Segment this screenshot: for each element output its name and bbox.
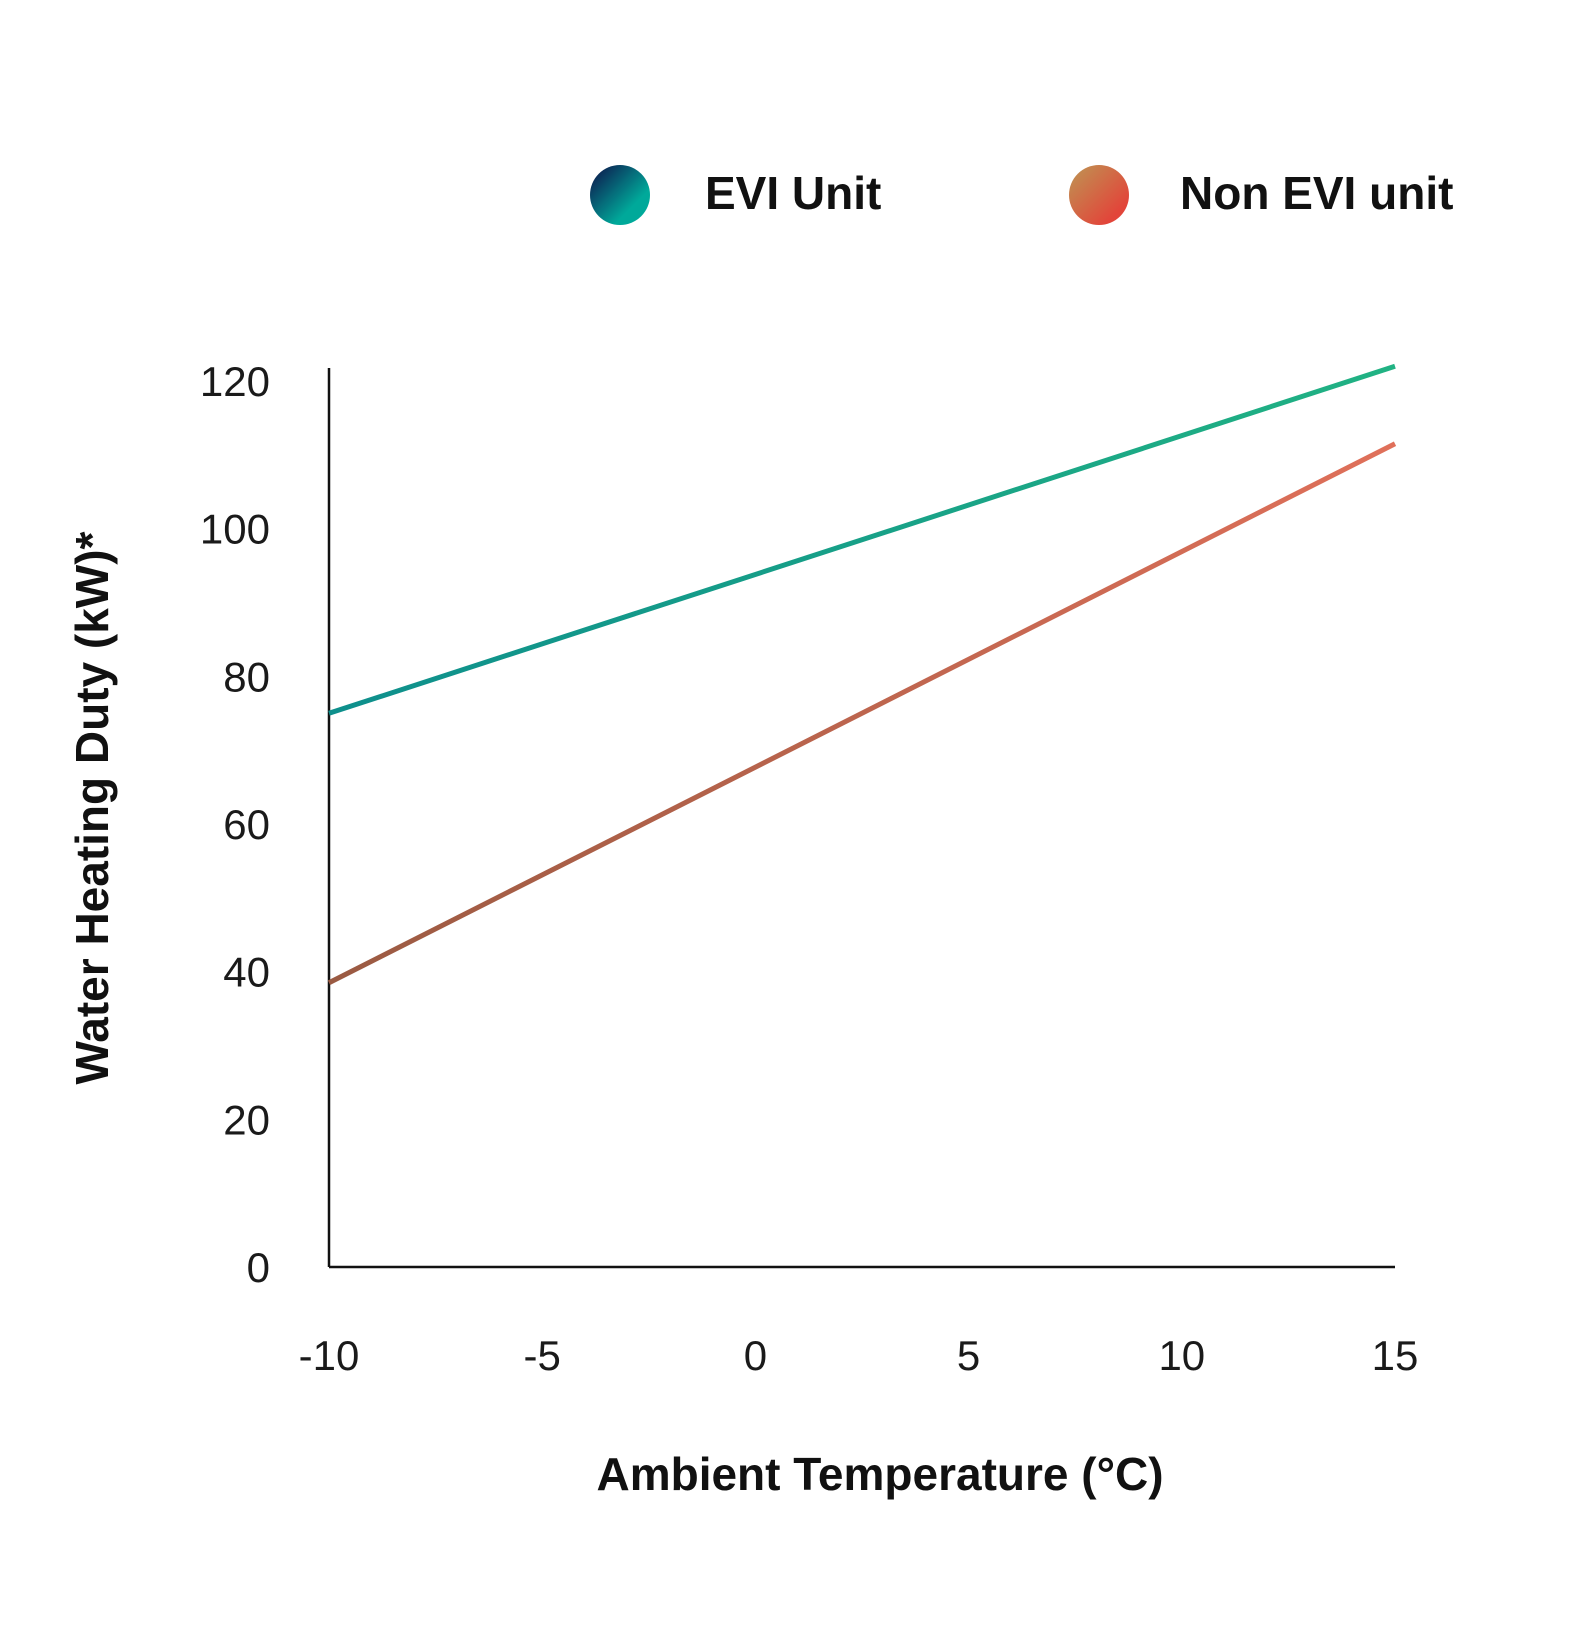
x-tick-label: 10 <box>1158 1332 1205 1379</box>
series-line-non-evi-unit <box>327 441 1397 985</box>
y-tick-label: 20 <box>223 1096 270 1143</box>
series-lines <box>327 363 1397 985</box>
y-tick-labels: 0 20 40 60 80 100 120 <box>200 358 270 1291</box>
y-tick-label: 80 <box>223 653 270 700</box>
x-tick-label: -10 <box>299 1332 360 1379</box>
legend-label-evi-unit: EVI Unit <box>705 167 881 219</box>
x-tick-labels: -10 -5 0 5 10 15 <box>299 1332 1419 1379</box>
y-axis-title: Water Heating Duty (kW)* <box>66 531 118 1084</box>
y-tick-label: 120 <box>200 358 270 405</box>
y-tick-label: 40 <box>223 949 270 996</box>
x-axis-title: Ambient Temperature (°C) <box>596 1448 1163 1500</box>
x-tick-label: 15 <box>1372 1332 1419 1379</box>
legend-marker-non-evi-unit <box>1069 165 1129 225</box>
series-line-evi-unit <box>328 363 1396 716</box>
legend-label-non-evi-unit: Non EVI unit <box>1180 167 1453 219</box>
x-tick-label: -5 <box>524 1332 561 1379</box>
y-tick-label: 0 <box>247 1244 270 1291</box>
y-tick-label: 60 <box>223 801 270 848</box>
legend: EVI Unit Non EVI unit <box>590 165 1453 225</box>
legend-marker-evi-unit <box>590 165 650 225</box>
x-tick-label: 0 <box>744 1332 767 1379</box>
y-tick-label: 100 <box>200 506 270 553</box>
x-tick-label: 5 <box>957 1332 980 1379</box>
